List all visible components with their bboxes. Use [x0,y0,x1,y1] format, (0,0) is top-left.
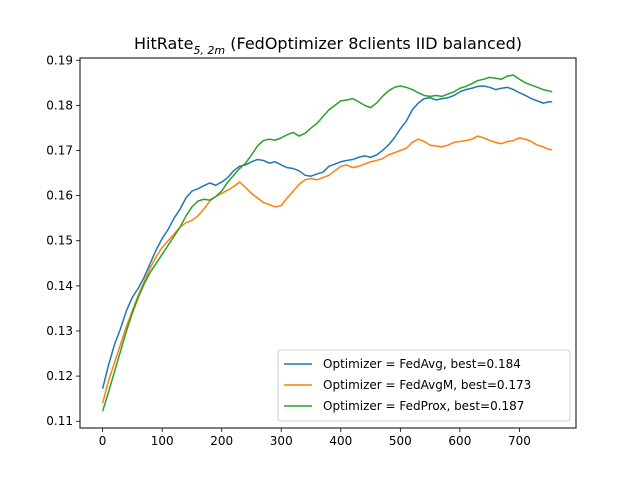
x-tick-label: 100 [151,434,174,448]
legend-box [277,349,571,422]
y-tick-label: 0.15 [46,234,73,248]
x-tick-label: 200 [210,434,233,448]
y-tick-label: 0.19 [46,53,73,67]
y-tick-label: 0.16 [46,189,73,203]
chart-title: HitRate5, 2m (FedOptimizer 8clients IID … [134,34,522,57]
x-tick-label: 400 [329,434,352,448]
y-tick-label: 0.12 [46,369,73,383]
chart-title-rest: (FedOptimizer 8clients IID balanced) [225,34,522,53]
series-line-2 [101,74,553,412]
y-tick-label: 0.13 [46,324,73,338]
y-tick-label: 0.18 [46,98,73,112]
x-tick-label: 300 [270,434,293,448]
y-tick-label: 0.17 [46,144,73,158]
plot-lines [101,74,553,412]
legend-label-0: Optimizer = FedAvg, best=0.184 [323,357,521,371]
x-tick-label: 600 [448,434,471,448]
y-tick-label: 0.11 [46,414,73,428]
legend-label-2: Optimizer = FedProx, best=0.187 [323,399,524,413]
x-tick-label: 0 [99,434,107,448]
x-tick-label: 700 [508,434,531,448]
series-line-0 [101,85,553,389]
x-tick-label: 500 [389,434,412,448]
y-axis: 0.11 0.12 0.13 0.14 0.15 0.16 0.17 0.18 0.19 [46,53,80,428]
chart-title-main: HitRate [134,34,193,53]
y-tick-label: 0.14 [46,279,73,293]
legend-label-1: Optimizer = FedAvgM, best=0.173 [323,378,531,392]
chart-title-subscript: 5, 2m [193,44,225,57]
legend: Optimizer = FedAvg, best=0.184 Optimizer … [277,349,571,422]
plot-area-frame [79,57,577,429]
x-axis: 0 100 200 300 400 500 600 700 [99,428,531,448]
